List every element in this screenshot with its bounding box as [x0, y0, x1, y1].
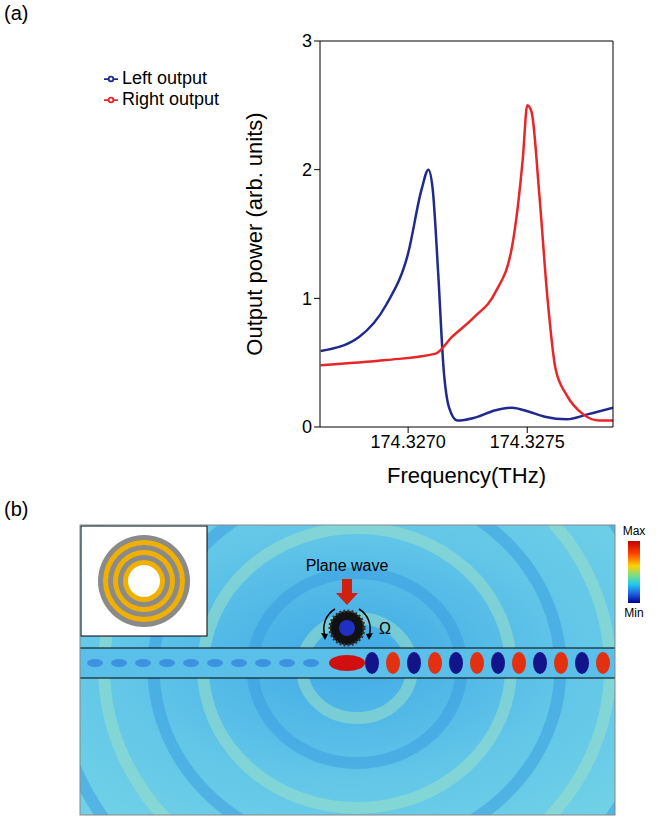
svg-text:0: 0 — [302, 417, 312, 437]
svg-text:3: 3 — [302, 31, 312, 51]
html-text:Right output: Right output — [122, 89, 220, 109]
svg-text:Frequency(THz): Frequency(THz) — [387, 463, 546, 488]
html-text:Left output: Left output — [122, 68, 208, 88]
svg-text:174.3275: 174.3275 — [490, 432, 565, 452]
svg-text:Plane wave: Plane wave — [306, 557, 389, 574]
svg-text:2: 2 — [302, 160, 312, 180]
svg-text:Ω: Ω — [379, 620, 391, 637]
html-text:(b): (b) — [4, 498, 29, 520]
svg-text:Min: Min — [624, 606, 643, 620]
svg-text:Output power (arb. units): Output power (arb. units) — [242, 112, 267, 355]
svg-text:Max: Max — [623, 524, 646, 538]
html-text:(a): (a) — [4, 2, 29, 24]
svg-text:174.3270: 174.3270 — [371, 432, 446, 452]
svg-text:1: 1 — [302, 289, 312, 309]
